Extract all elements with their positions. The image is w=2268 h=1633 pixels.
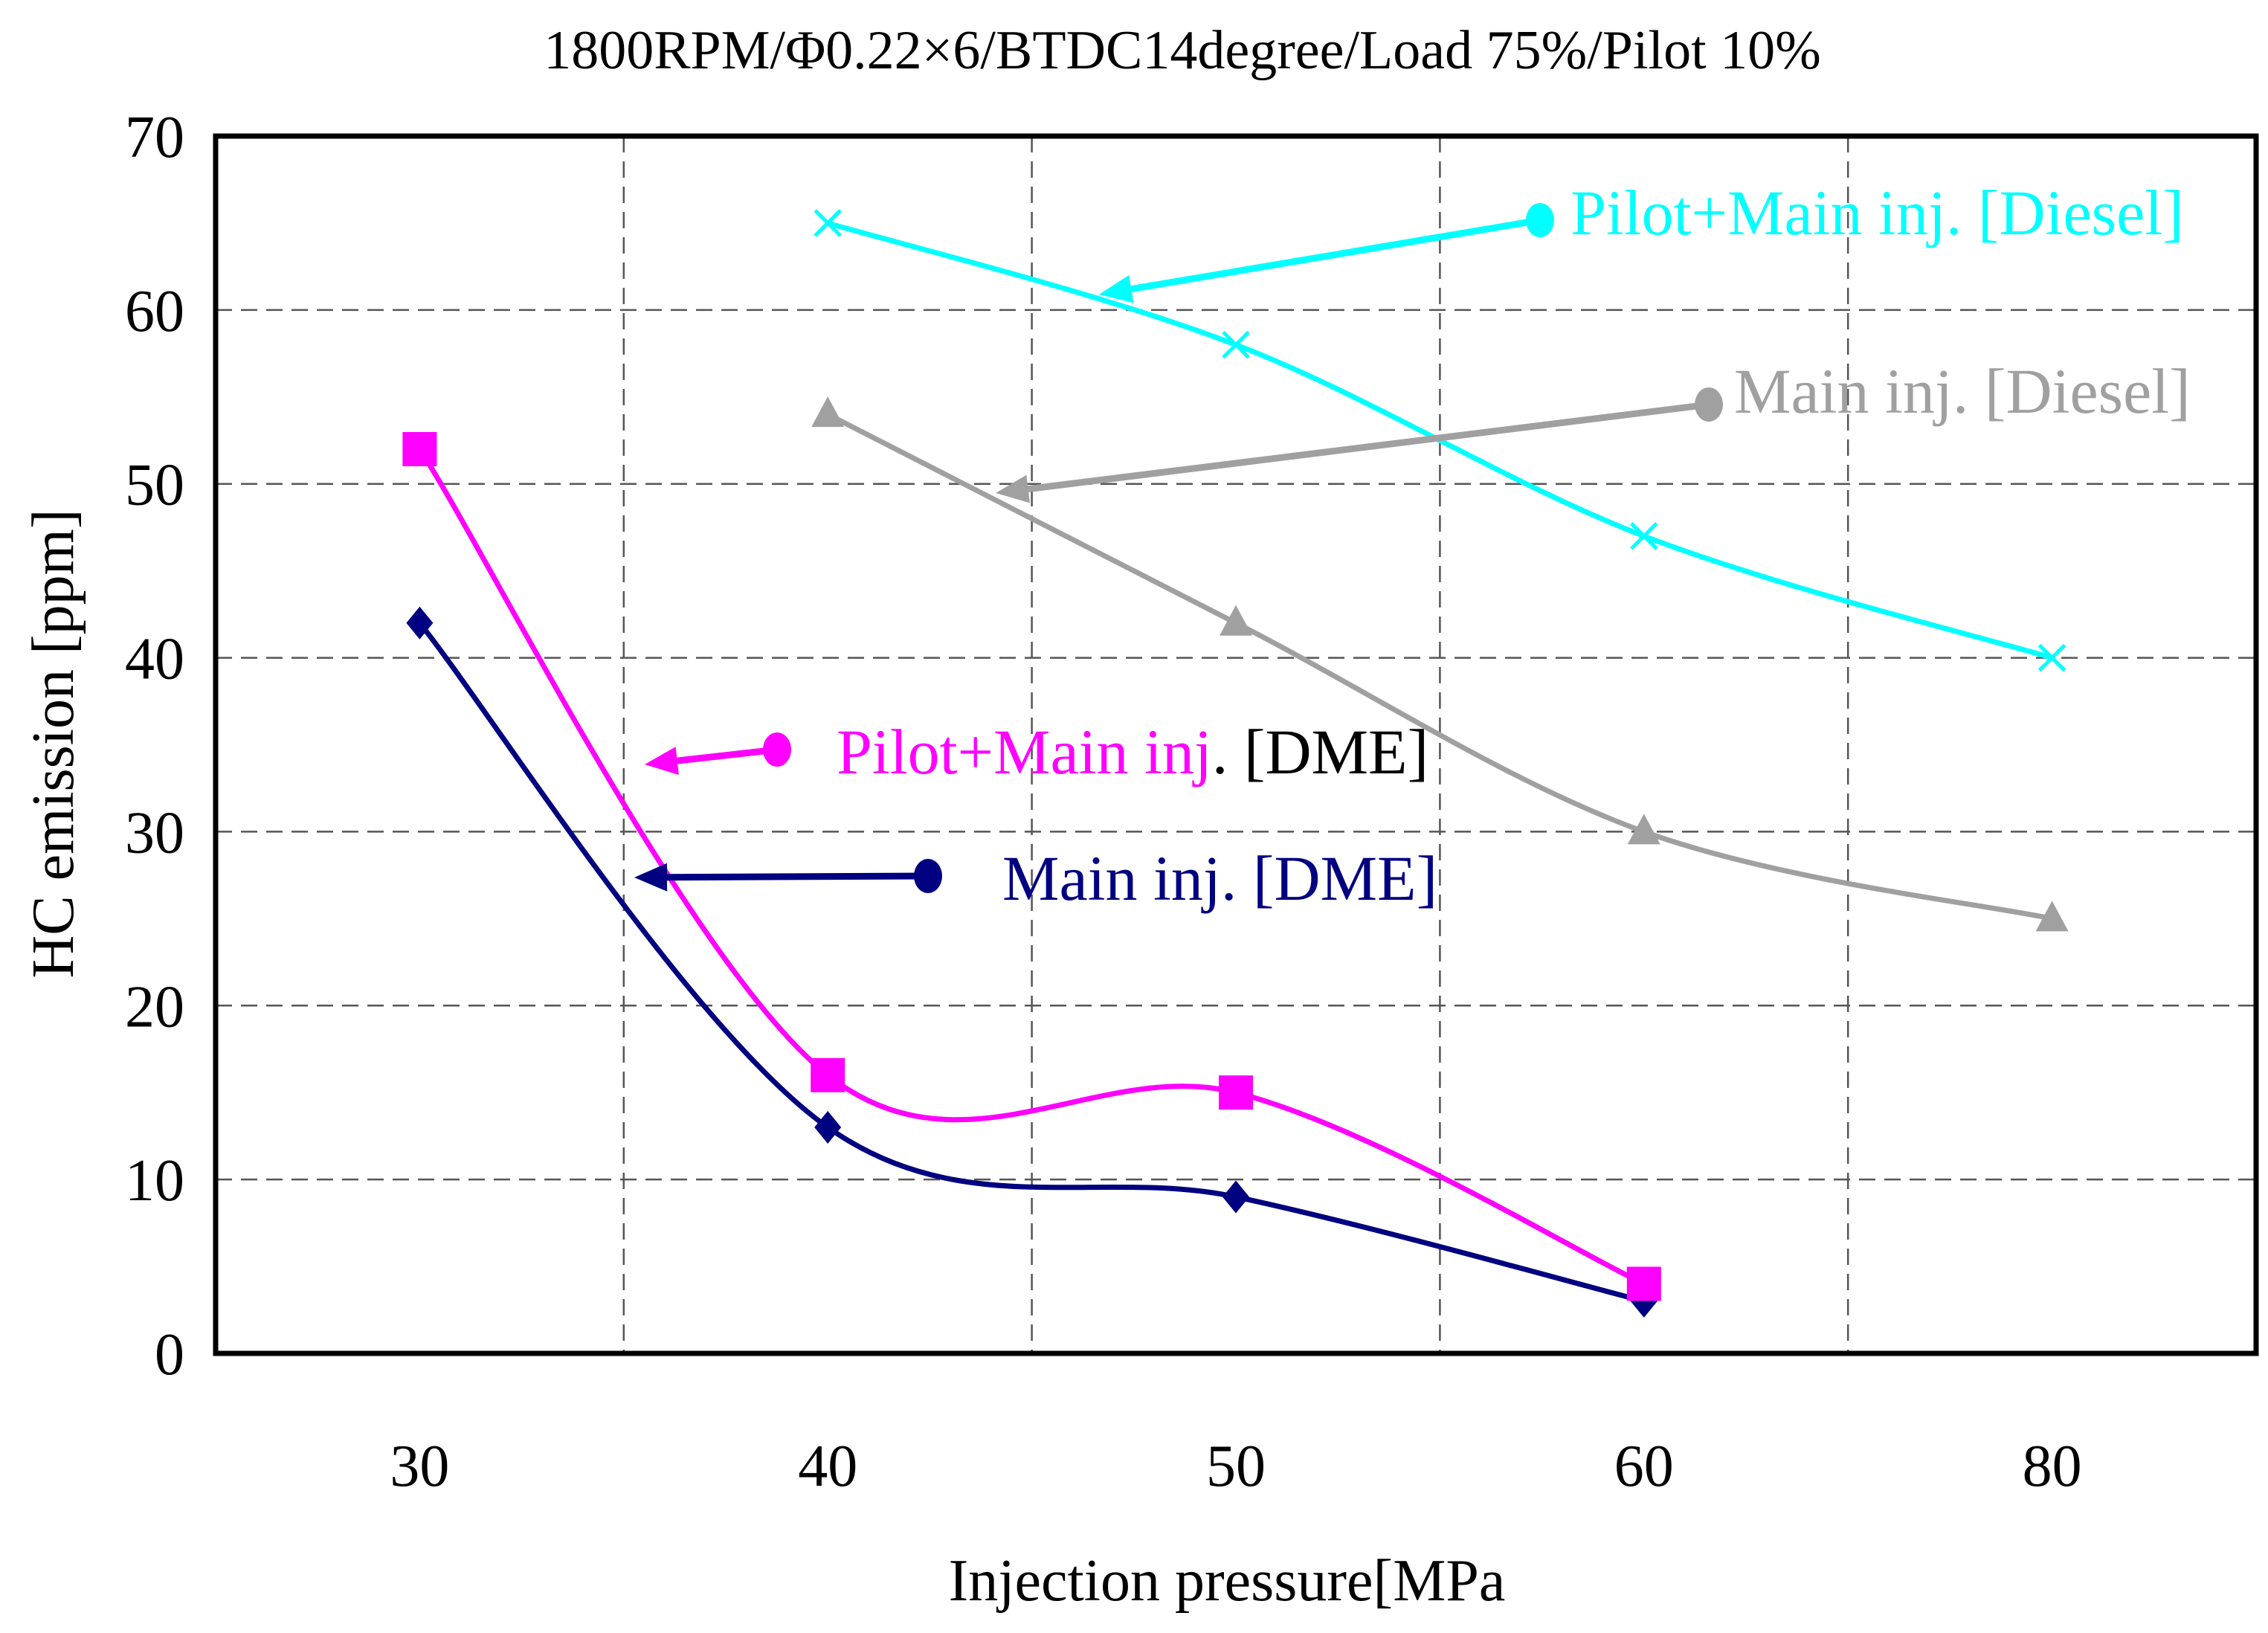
data-point-pilot-main-inj-dme xyxy=(1626,1266,1661,1301)
series-markers xyxy=(402,209,2069,1318)
y-axis-title: HC emission [ppm] xyxy=(21,509,86,978)
y-tick-label: 50 xyxy=(125,453,184,518)
data-point-pilot-main-inj-diesel xyxy=(1222,330,1250,359)
annotation-arrow-head xyxy=(1099,274,1134,303)
data-point-main-inj-dme xyxy=(1222,1180,1249,1214)
y-tick-label: 10 xyxy=(125,1148,184,1214)
annotation-arrow-line xyxy=(674,746,781,764)
data-point-pilot-main-inj-dme xyxy=(402,431,437,466)
data-point-pilot-main-inj-diesel xyxy=(1630,522,1658,550)
chart-title: 1800RPM/Φ0.22×6/BTDC14degree/Load 75%/Pi… xyxy=(544,20,1821,81)
annotation-arrow-head xyxy=(996,474,1031,503)
annotation-label: Main inj. [DME] xyxy=(1002,843,1437,914)
x-tick-label: 40 xyxy=(798,1434,857,1499)
data-point-main-inj-dme xyxy=(814,1110,842,1144)
x-tick-label: 60 xyxy=(1614,1434,1674,1499)
annotation-main-inj-dme: Main inj. [DME] xyxy=(634,843,1437,914)
annotation-main-inj-diesel: Main inj. [Diesel] xyxy=(996,355,2191,503)
annotation-arrow-dot xyxy=(914,859,942,893)
annotation-arrow-line xyxy=(1025,401,1713,493)
data-point-main-inj-diesel xyxy=(2035,901,2069,932)
gridlines xyxy=(216,136,2256,1353)
annotation-pilot-main-inj-diesel: Pilot+Main inj. [Diesel] xyxy=(1099,177,2184,303)
annotation-label: Main inj. [Diesel] xyxy=(1734,355,2191,427)
x-tick-label: 30 xyxy=(390,1434,449,1499)
data-point-main-inj-dme xyxy=(406,606,434,640)
annotation-label-suffix: . [DME] xyxy=(1212,716,1428,787)
data-point-main-inj-diesel xyxy=(1220,605,1252,636)
y-axis-ticks: 0 10 20 30 40 50 60 70 xyxy=(125,105,184,1388)
annotation-arrow-head xyxy=(645,747,679,775)
series-line-main-inj-dme xyxy=(416,620,1647,1304)
annotation-arrow-dot xyxy=(1695,387,1723,422)
annotation-arrow-head xyxy=(634,863,668,892)
y-tick-label: 20 xyxy=(125,974,184,1040)
data-point-pilot-main-inj-dme xyxy=(1219,1075,1253,1110)
y-tick-label: 60 xyxy=(125,279,184,344)
data-point-main-inj-diesel xyxy=(811,396,845,428)
annotation-label-text: Pilot+Main inj. [Diesel] xyxy=(1570,177,2184,248)
annotation-arrow-line xyxy=(663,872,932,881)
series-annotations: Pilot+Main inj. [Diesel] Main inj. [Diese… xyxy=(634,177,2191,914)
data-point-main-inj-diesel xyxy=(1627,814,1660,845)
plot-area-frame xyxy=(213,133,2259,1356)
annotation-label: Pilot+Main inj. [Diesel] xyxy=(1570,177,2184,248)
x-axis-ticks: 30 40 50 60 80 xyxy=(390,1434,2081,1499)
x-axis-title: Injection pressure[MPa xyxy=(949,1548,1506,1614)
annotation-label: Pilot+Main inj. [DME] xyxy=(837,716,1428,787)
data-point-pilot-main-inj-diesel xyxy=(814,209,842,237)
data-point-pilot-main-inj-diesel xyxy=(2037,643,2066,672)
x-tick-label: 50 xyxy=(1206,1434,1266,1499)
series-line-pilot-main-inj-dme xyxy=(416,446,1647,1286)
y-tick-label: 30 xyxy=(125,800,184,866)
y-tick-label: 70 xyxy=(125,105,184,170)
data-point-pilot-main-inj-dme xyxy=(811,1057,845,1092)
series-line-main-inj-diesel xyxy=(825,411,2055,921)
annotation-arrow-dot xyxy=(763,732,791,767)
y-tick-label: 40 xyxy=(125,627,184,692)
annotation-label-text: Pilot+Main inj xyxy=(837,716,1212,787)
annotation-label-text: Main inj. [Diesel] xyxy=(1734,355,2191,427)
annotation-arrow-line xyxy=(1127,216,1544,293)
x-tick-label: 80 xyxy=(2023,1434,2082,1499)
y-tick-label: 0 xyxy=(155,1322,184,1388)
annotation-label-text: Main inj. [DME] xyxy=(1002,843,1437,914)
annotation-arrow-dot xyxy=(1526,203,1554,237)
annotation-pilot-main-inj: Pilot+Main inj. [DME] xyxy=(645,716,1428,787)
